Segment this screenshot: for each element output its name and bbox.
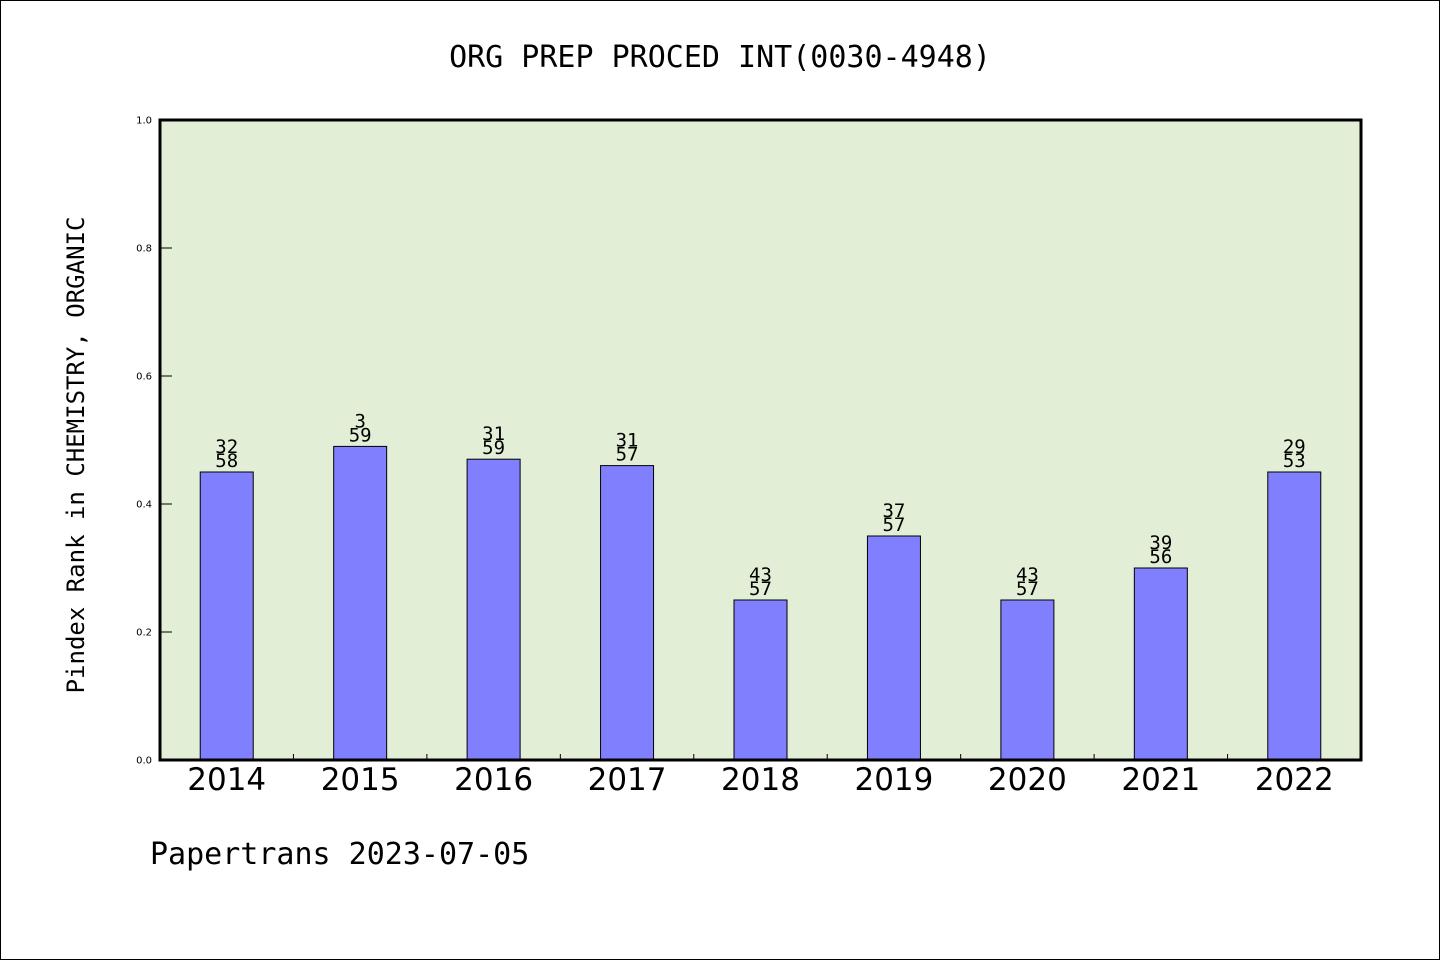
bar-total-label: 57 xyxy=(749,578,772,600)
y-tick-label: 1.0 xyxy=(136,116,152,127)
y-axis-ticks: 0.0 0.2 0.4 0.6 0.8 1.0 xyxy=(136,116,172,767)
bar-total-label: 58 xyxy=(215,450,238,472)
plot-border xyxy=(158,118,1363,762)
bar-2017 xyxy=(600,465,655,761)
chart-title: ORG PREP PROCED INT(0030-4948) xyxy=(449,40,991,75)
bar-total-label: 56 xyxy=(1149,546,1172,568)
bar-2021 xyxy=(1133,567,1188,761)
x-tick-label: 2017 xyxy=(588,762,667,798)
x-tick-label: 2020 xyxy=(988,762,1067,798)
bar-total-label: 59 xyxy=(482,437,505,459)
bar-2020 xyxy=(1000,599,1055,761)
footer-credit: Papertrans 2023-07-05 xyxy=(150,837,529,872)
bar-rank-label: 3 xyxy=(354,410,365,432)
bar-2014 xyxy=(199,471,254,761)
y-tick-label: 0.0 xyxy=(136,756,152,767)
bar-total-label: 53 xyxy=(1283,450,1306,472)
bar-2019 xyxy=(866,535,921,761)
bar-rank-label: 31 xyxy=(616,430,639,452)
x-tick-label: 2019 xyxy=(854,762,933,798)
bar-rank-label: 32 xyxy=(215,436,238,458)
bars xyxy=(199,445,1322,761)
bar-2016 xyxy=(466,458,521,761)
bar-rank-label: 29 xyxy=(1283,436,1306,458)
x-tick-label: 2018 xyxy=(721,762,800,798)
y-tick-label: 0.8 xyxy=(136,244,152,255)
bar-total-label: 59 xyxy=(349,424,372,446)
bar-rank-label: 31 xyxy=(482,423,505,445)
bar-2015 xyxy=(333,445,388,761)
bar-total-label: 57 xyxy=(616,444,639,466)
x-axis-tick-labels: 2014 2015 2016 2017 2018 2019 2020 2021 2022 xyxy=(187,762,1333,798)
x-tick-label: 2015 xyxy=(321,762,400,798)
bar-rank-label: 43 xyxy=(749,564,772,586)
bar-rank-label: 43 xyxy=(1016,564,1039,586)
y-axis-label: Pindex Rank in CHEMISTRY, ORGANIC xyxy=(62,217,90,694)
bar-total-label: 57 xyxy=(1016,578,1039,600)
bar-2022 xyxy=(1267,471,1322,761)
y-tick-label: 0.6 xyxy=(136,372,152,383)
x-tick-label: 2022 xyxy=(1255,762,1334,798)
bar-rank-label: 37 xyxy=(882,500,905,522)
bar-rank-label: 39 xyxy=(1149,532,1172,554)
bar-2018 xyxy=(733,599,788,761)
x-tick-label: 2016 xyxy=(454,762,533,798)
y-tick-label: 0.4 xyxy=(136,500,152,511)
x-tick-label: 2021 xyxy=(1121,762,1200,798)
bar-total-label: 57 xyxy=(882,514,905,536)
x-tick-label: 2014 xyxy=(187,762,266,798)
y-tick-label: 0.2 xyxy=(136,628,152,639)
